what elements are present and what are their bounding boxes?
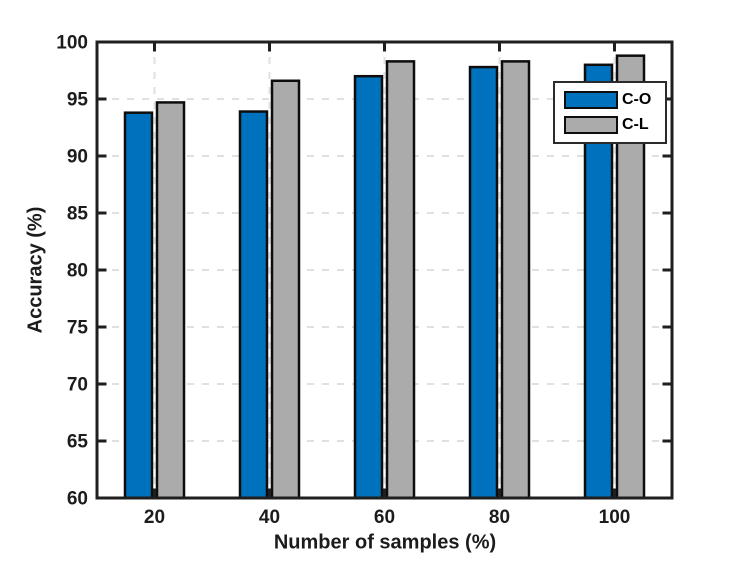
y-tick-label: 100	[56, 33, 88, 54]
legend-swatch-c-o	[564, 91, 618, 109]
legend-entry-c-o[interactable]: C-O	[564, 91, 665, 109]
bar-c-l-80	[500, 60, 531, 500]
bar-c-o-20	[123, 111, 154, 500]
x-tick-label: 60	[374, 507, 395, 528]
y-tick-label: 70	[67, 375, 88, 396]
x-axis-label: Number of samples (%)	[273, 531, 497, 554]
bar-c-o-80	[468, 65, 499, 500]
y-tick-label: 80	[67, 261, 88, 282]
legend-label-c-l: C-L	[622, 116, 649, 133]
y-tick-label: 90	[67, 147, 88, 168]
plot-frame	[95, 40, 674, 500]
y-tick-label: 85	[67, 204, 89, 225]
legend[interactable]: C-O C-L	[553, 81, 667, 144]
bar-c-l-20	[155, 101, 186, 500]
x-tick-label: 100	[599, 507, 631, 528]
y-tick-label: 65	[67, 432, 89, 453]
x-tick-label: 20	[144, 507, 165, 528]
bar-c-l-60	[385, 60, 416, 500]
y-axis-label: Accuracy (%)	[24, 206, 47, 334]
y-tick-label: 75	[67, 318, 89, 339]
bar-c-l-40	[270, 79, 301, 500]
legend-entry-c-l[interactable]: C-L	[564, 116, 665, 134]
y-tick-label: 60	[67, 489, 88, 510]
legend-label-c-o: C-O	[622, 91, 652, 108]
legend-swatch-c-l	[564, 116, 618, 134]
y-tick-label: 95	[67, 90, 89, 111]
x-tick-label: 40	[259, 507, 280, 528]
bar-c-o-40	[238, 110, 269, 500]
x-tick-label: 80	[489, 507, 510, 528]
bar-c-o-60	[353, 74, 384, 500]
